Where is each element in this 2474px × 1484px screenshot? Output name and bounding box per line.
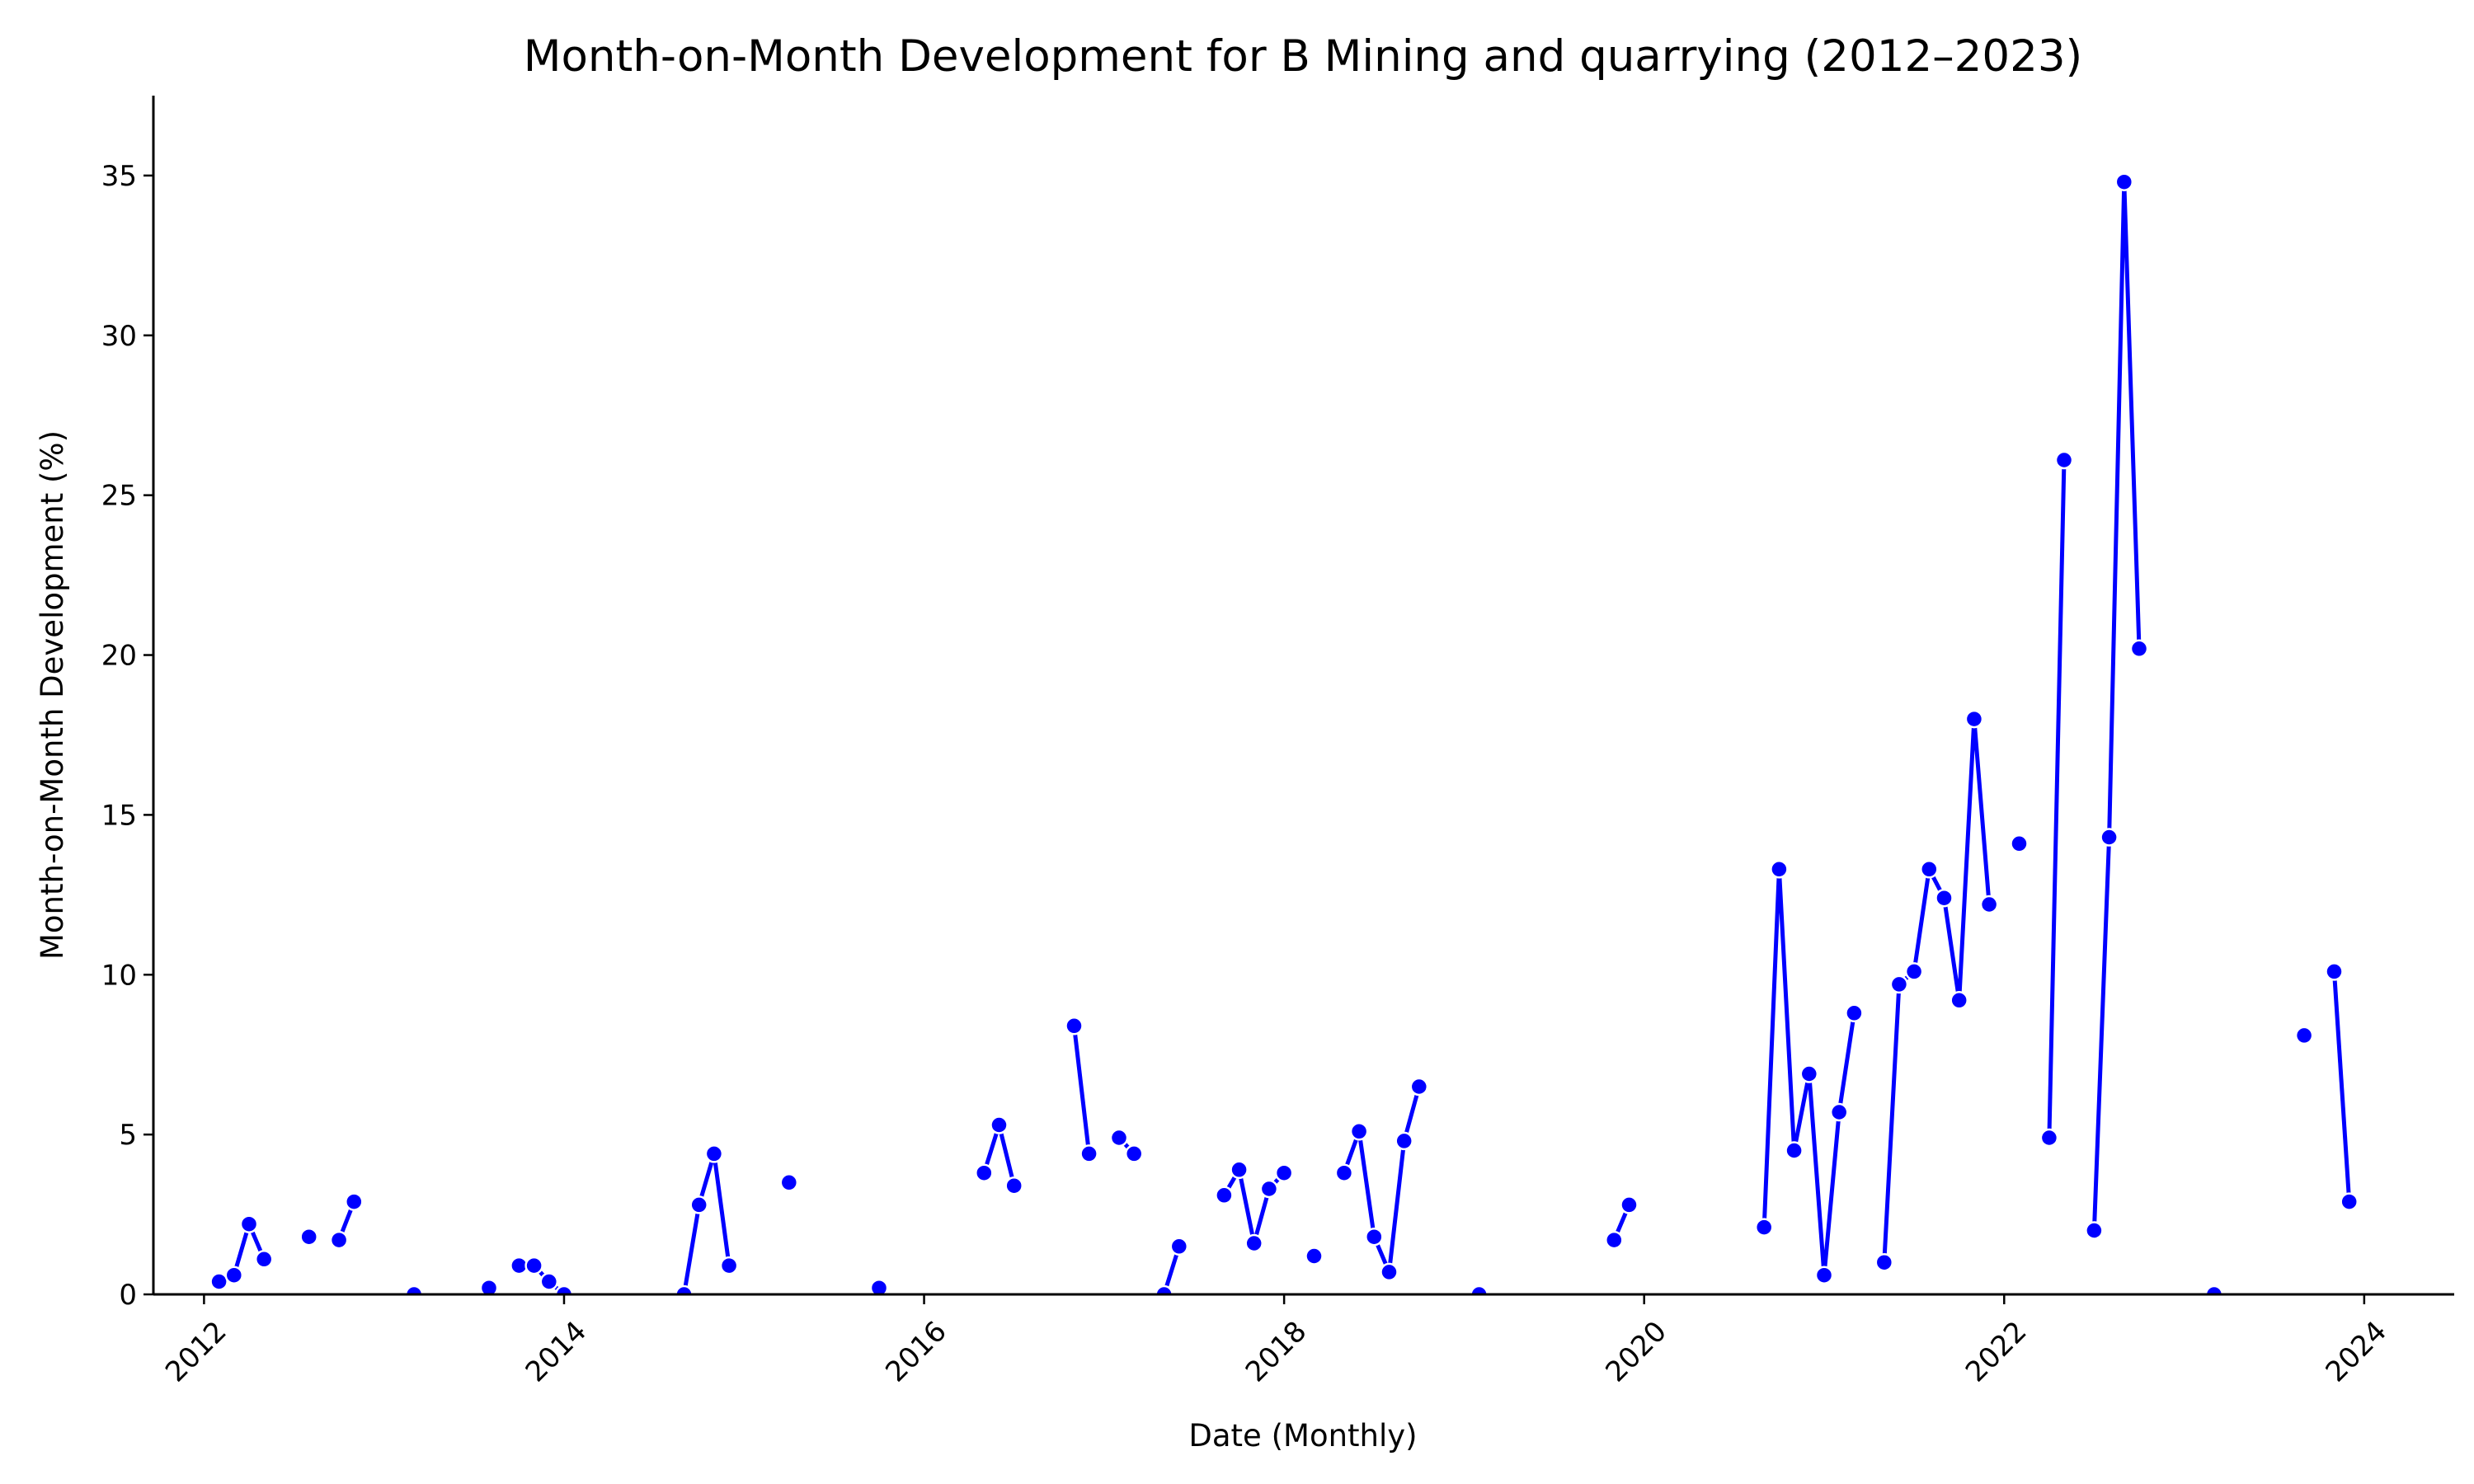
series-line-segment <box>682 1151 731 1294</box>
data-point <box>1904 962 1924 981</box>
data-point <box>1004 1176 1023 1195</box>
data-point <box>524 1256 543 1275</box>
y-tick-label: 5 <box>119 1119 137 1152</box>
data-point <box>2010 834 2029 853</box>
data-point <box>2054 450 2074 470</box>
data-point <box>1155 1284 1174 1294</box>
data-point <box>2114 172 2134 191</box>
y-tick-label: 10 <box>101 959 137 992</box>
series-line-segment <box>2332 971 2352 1202</box>
y-tick-label: 15 <box>101 799 137 832</box>
data-point <box>299 1227 318 1247</box>
data-point <box>2294 1026 2314 1045</box>
data-point <box>1770 860 1789 879</box>
data-point <box>869 1278 889 1294</box>
y-axis-label: Month-on-Month Development (%) <box>35 430 70 960</box>
data-point <box>1215 1186 1234 1205</box>
data-point <box>1109 1128 1129 1148</box>
data-point <box>1274 1163 1294 1182</box>
data-point <box>704 1144 724 1163</box>
data-point <box>479 1278 499 1294</box>
data-point <box>1470 1284 1489 1294</box>
data-point <box>1950 991 1968 1010</box>
data-point <box>1305 1247 1324 1266</box>
data-point <box>2204 1284 2224 1294</box>
data-point <box>404 1284 424 1294</box>
data-point <box>1124 1144 1144 1163</box>
data-point <box>554 1284 574 1294</box>
data-point <box>224 1266 244 1284</box>
x-axis-label: Date (Monthly) <box>1188 1418 1417 1453</box>
data-point <box>990 1115 1009 1134</box>
data-point <box>1079 1144 1098 1163</box>
data-point <box>675 1284 694 1294</box>
data-point <box>1334 1163 1354 1182</box>
data-point <box>975 1163 994 1182</box>
data-point <box>1979 895 1999 914</box>
data-point <box>1845 1003 1864 1023</box>
data-point <box>1244 1233 1263 1253</box>
data-point <box>1365 1227 1384 1247</box>
data-point <box>1889 974 1909 994</box>
data-point <box>1605 1230 1624 1250</box>
series-line-segment <box>1342 1086 1422 1275</box>
data-point <box>1785 1141 1804 1160</box>
data-point <box>1395 1131 1413 1151</box>
data-point <box>1799 1064 1819 1083</box>
y-tick-label: 0 <box>119 1279 137 1312</box>
y-tick-label: 20 <box>101 640 137 673</box>
series-line-segment <box>1222 1167 1286 1246</box>
data-point <box>539 1272 559 1291</box>
data-point <box>2100 828 2119 847</box>
data-point <box>1620 1195 1639 1214</box>
data-point <box>2085 1221 2104 1240</box>
x-tick-label: 2024 <box>2320 1315 2393 1388</box>
data-point <box>1169 1237 1189 1256</box>
data-point <box>345 1192 364 1211</box>
data-point <box>1964 709 1984 729</box>
data-point <box>1920 860 1939 879</box>
series-line-segment <box>2047 459 2067 1139</box>
data-point <box>1065 1017 1084 1036</box>
data-point <box>1380 1262 1399 1282</box>
data-point <box>239 1214 259 1233</box>
data-point <box>254 1250 274 1269</box>
data-point <box>719 1256 739 1275</box>
series-line-segment <box>1072 1026 1092 1154</box>
data-point <box>209 1272 228 1291</box>
data-point <box>689 1195 708 1214</box>
data-point <box>1230 1160 1249 1180</box>
data-point <box>779 1173 799 1192</box>
data-point <box>2340 1192 2359 1211</box>
data-point <box>1349 1122 1369 1141</box>
data-point <box>1754 1218 1774 1237</box>
data-point <box>1829 1102 1849 1122</box>
data-point <box>1259 1179 1279 1199</box>
chart-title: Month-on-Month Development for B Mining … <box>524 31 2082 82</box>
data-point <box>2039 1128 2059 1148</box>
data-point <box>1409 1077 1429 1097</box>
x-tick-label: 2014 <box>520 1315 593 1388</box>
x-tick-label: 2012 <box>159 1315 233 1388</box>
data-point <box>1935 888 1954 908</box>
data-point <box>329 1230 349 1250</box>
x-tick-label: 2016 <box>879 1315 952 1388</box>
series-line-segment <box>2091 180 2142 1231</box>
x-tick-label: 2022 <box>1959 1315 2033 1388</box>
data-point <box>1814 1266 1834 1284</box>
data-point <box>1874 1252 1894 1272</box>
data-point <box>2325 962 2344 981</box>
data-point <box>2129 639 2149 659</box>
x-tick-label: 2018 <box>1239 1315 1313 1388</box>
x-tick-label: 2020 <box>1599 1315 1672 1388</box>
y-tick-label: 35 <box>101 160 137 193</box>
y-tick-label: 30 <box>101 320 137 353</box>
y-tick-label: 25 <box>101 480 137 513</box>
